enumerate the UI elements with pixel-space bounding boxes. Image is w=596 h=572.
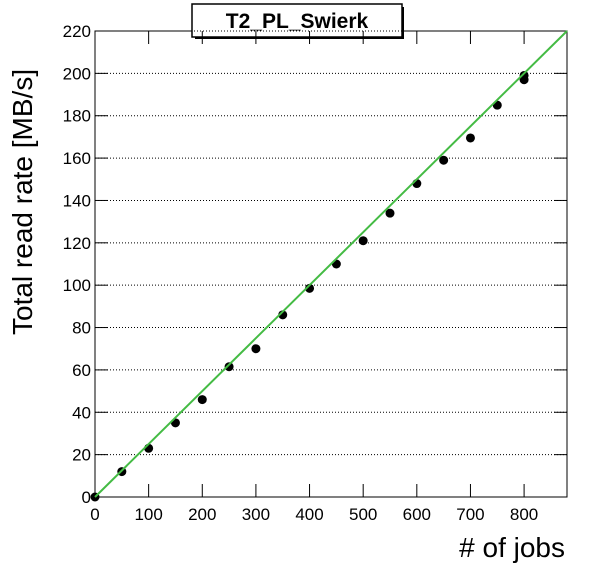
y-tick-label: 140: [63, 191, 91, 210]
x-tick-label: 700: [456, 505, 484, 524]
fit-line: [94, 30, 568, 498]
y-tick-label: 40: [72, 403, 91, 422]
data-point: [224, 362, 234, 372]
y-tick-label: 20: [72, 446, 91, 465]
x-tick-label: 300: [242, 505, 270, 524]
data-point: [251, 344, 261, 354]
y-tick-label: 60: [72, 361, 91, 380]
y-axis-label: Total read rate [MB/s]: [7, 69, 38, 335]
x-tick-label: 0: [90, 505, 99, 524]
y-tick-label: 80: [72, 319, 91, 338]
data-point: [519, 70, 529, 80]
y-tick-label: 220: [63, 22, 91, 41]
chart-title: T2_PL_Swierk: [226, 10, 369, 33]
y-tick-label: 120: [63, 234, 91, 253]
y-tick-label: 180: [63, 107, 91, 126]
data-point: [385, 208, 395, 218]
x-tick-label: 800: [510, 505, 538, 524]
data-point: [358, 236, 368, 246]
y-tick-label: 160: [63, 149, 91, 168]
data-point: [197, 395, 207, 405]
x-axis-label: # of jobs: [459, 532, 565, 563]
x-tick-label: 400: [295, 505, 323, 524]
x-tick-label: 500: [349, 505, 377, 524]
y-tick-label: 0: [82, 488, 91, 507]
y-tick-label: 200: [63, 64, 91, 83]
y-tick-label: 100: [63, 276, 91, 295]
data-point: [439, 155, 449, 165]
x-tick-label: 200: [188, 505, 216, 524]
x-tick-label: 100: [134, 505, 162, 524]
data-point: [465, 133, 475, 143]
x-tick-label: 600: [403, 505, 431, 524]
